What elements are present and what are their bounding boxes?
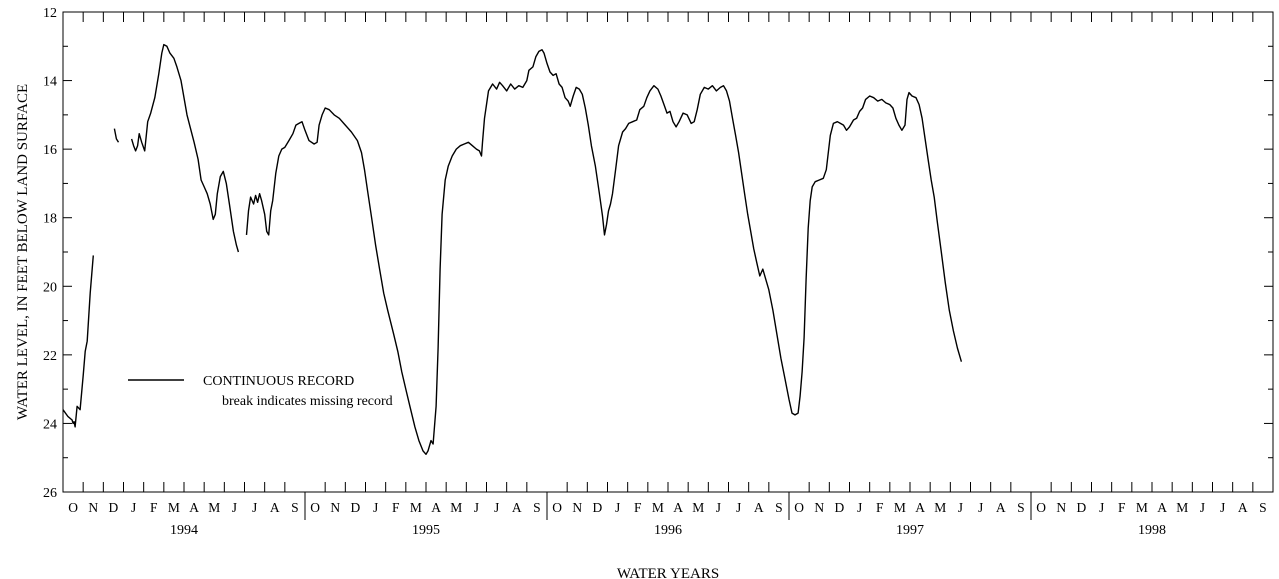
x-axis-title: WATER YEARS xyxy=(617,566,719,579)
y-tick-label: 20 xyxy=(43,280,57,295)
y-tick-label: 16 xyxy=(43,143,57,158)
y-axis-title: WATER LEVEL, IN FEET BELOW LAND SURFACE xyxy=(15,84,31,420)
water-year-label: 1998 xyxy=(1138,523,1166,538)
water-year-label: 1996 xyxy=(654,523,682,538)
month-label: J xyxy=(373,500,378,515)
water-level-series xyxy=(62,43,963,455)
month-label: A xyxy=(996,500,1006,515)
month-label: A xyxy=(512,500,522,515)
legend-entry: CONTINUOUS RECORD xyxy=(203,374,354,389)
y-tick-labels: 12 14 16 18 20 22 24 26 xyxy=(43,6,57,501)
month-label: A xyxy=(754,500,764,515)
month-label: O xyxy=(1036,500,1046,515)
month-label: J xyxy=(1220,500,1225,515)
month-label: N xyxy=(814,500,824,515)
month-label: J xyxy=(232,500,237,515)
month-label: O xyxy=(794,500,804,515)
y-tick-label: 24 xyxy=(43,417,57,432)
water-level-line-segment xyxy=(245,49,963,455)
water-level-line-segment xyxy=(113,128,120,143)
month-label: O xyxy=(68,500,78,515)
month-label: M xyxy=(208,500,220,515)
month-label: N xyxy=(330,500,340,515)
month-label: N xyxy=(88,500,98,515)
y-tick-label: 18 xyxy=(43,212,57,227)
month-label: O xyxy=(310,500,320,515)
month-label: M xyxy=(894,500,906,515)
y-tick-label: 14 xyxy=(43,75,57,90)
month-label: A xyxy=(915,500,925,515)
month-label: A xyxy=(189,500,199,515)
month-label: M xyxy=(450,500,462,515)
month-label: J xyxy=(615,500,620,515)
water-level-line-segment xyxy=(62,255,94,428)
water-level-line-segment xyxy=(130,43,240,253)
water-year-label: 1997 xyxy=(896,523,924,538)
month-label: N xyxy=(1056,500,1066,515)
month-label: J xyxy=(494,500,499,515)
legend-note: break indicates missing record xyxy=(222,394,393,409)
month-label: J xyxy=(958,500,963,515)
month-label: D xyxy=(1077,500,1087,515)
month-label: J xyxy=(1200,500,1205,515)
month-label: F xyxy=(150,500,158,515)
month-label: F xyxy=(392,500,400,515)
month-label: F xyxy=(876,500,884,515)
month-label: J xyxy=(978,500,983,515)
y-tick-label: 26 xyxy=(43,486,57,501)
month-label: M xyxy=(168,500,180,515)
month-label: M xyxy=(1136,500,1148,515)
month-label: A xyxy=(1238,500,1248,515)
month-label: D xyxy=(835,500,845,515)
month-label: S xyxy=(775,500,783,515)
month-label: F xyxy=(1118,500,1126,515)
month-label: F xyxy=(634,500,642,515)
month-label: S xyxy=(1259,500,1267,515)
month-label: J xyxy=(252,500,257,515)
y-tick-label: 22 xyxy=(43,349,57,364)
month-label: A xyxy=(1157,500,1167,515)
legend: CONTINUOUS RECORD break indicates missin… xyxy=(128,374,393,409)
month-label: D xyxy=(593,500,603,515)
month-label: J xyxy=(736,500,741,515)
water-year-label: 1995 xyxy=(412,523,440,538)
month-label: N xyxy=(572,500,582,515)
month-label: J xyxy=(716,500,721,515)
axis-ticks xyxy=(63,11,1273,520)
month-label: M xyxy=(934,500,946,515)
month-label: S xyxy=(1017,500,1025,515)
month-label: A xyxy=(270,500,280,515)
month-label: J xyxy=(1099,500,1104,515)
month-label: M xyxy=(652,500,664,515)
month-label: M xyxy=(692,500,704,515)
month-label: J xyxy=(474,500,479,515)
month-label: O xyxy=(552,500,562,515)
month-label: A xyxy=(673,500,683,515)
month-label: A xyxy=(431,500,441,515)
month-label: J xyxy=(131,500,136,515)
plot-frame xyxy=(62,11,1274,493)
month-label: S xyxy=(291,500,299,515)
water-year-label: 1994 xyxy=(170,523,198,538)
month-label: D xyxy=(109,500,119,515)
month-label: M xyxy=(410,500,422,515)
month-label: J xyxy=(857,500,862,515)
month-label: S xyxy=(533,500,541,515)
month-label: M xyxy=(1176,500,1188,515)
month-label: D xyxy=(351,500,361,515)
y-tick-label: 12 xyxy=(43,6,57,21)
